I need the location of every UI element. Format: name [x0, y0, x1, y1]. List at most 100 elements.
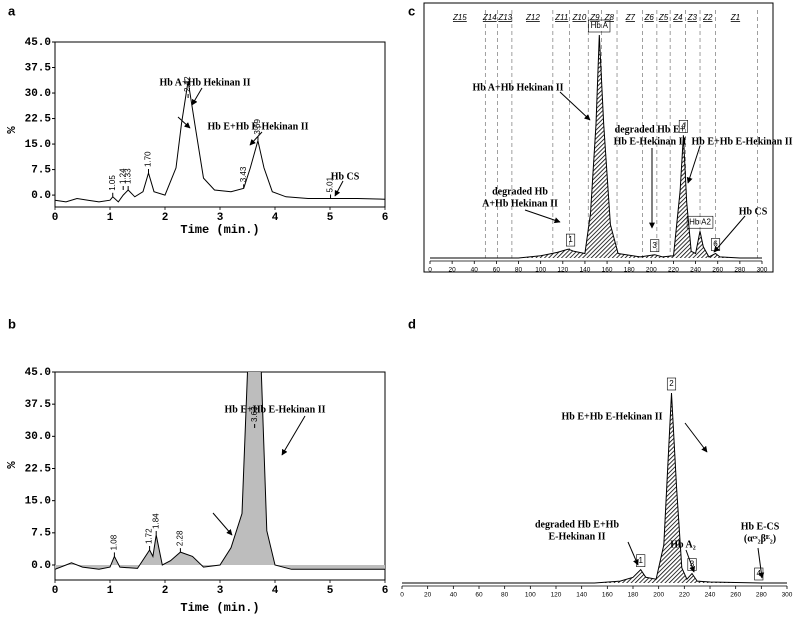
- y-tick-label: 7.5: [31, 164, 51, 176]
- x-tick-label: 5: [327, 212, 334, 224]
- peak-label-box: [566, 233, 576, 247]
- peak-label: 2.28: [176, 530, 185, 546]
- trace: [55, 372, 385, 570]
- arrow: [212, 512, 233, 536]
- panel-letter: b: [8, 316, 16, 331]
- x-tick-label: 4: [272, 212, 279, 224]
- x-tick-label: 240: [705, 592, 716, 599]
- y-tick-label: 22.5: [25, 113, 52, 125]
- annotation: Hb E+Hb E-Hekinan II: [561, 411, 662, 422]
- annotation: Hb A+Hb Hekinan II: [472, 82, 563, 93]
- zone-label: Z2: [702, 13, 713, 22]
- x-tick-label: 6: [382, 585, 389, 597]
- arrow: [191, 87, 203, 106]
- peak-label: Hb A: [591, 21, 609, 30]
- peak-label: 4: [681, 121, 686, 130]
- zone-label: Z6: [643, 13, 654, 22]
- zone-label: Z12: [525, 13, 540, 22]
- zone-label: Z9: [589, 13, 600, 22]
- zone-label: Z14: [482, 13, 497, 22]
- x-tick-label: 40: [450, 592, 458, 599]
- x-tick-label: 140: [576, 592, 587, 599]
- y-tick-label: 7.5: [31, 528, 51, 540]
- y-tick-label: 15.0: [25, 139, 51, 151]
- arrow: [685, 549, 695, 573]
- y-tick-label: 37.5: [25, 399, 52, 411]
- peak-label: 1.33: [123, 168, 132, 184]
- zone-label: Z10: [572, 13, 587, 22]
- peak-label: 1: [568, 235, 573, 244]
- annotation: Hb E-CS: [741, 521, 780, 532]
- peak-label: 1: [638, 556, 643, 565]
- y-axis-label: %: [5, 461, 19, 469]
- x-tick-label: 180: [628, 592, 639, 599]
- x-tick-label: 260: [712, 267, 723, 274]
- arrow: [524, 209, 561, 224]
- x-tick-label: 100: [535, 267, 546, 274]
- y-tick-label: 0.0: [31, 560, 51, 572]
- trace: [402, 392, 787, 584]
- plot-frame: [54, 371, 386, 581]
- arrow: [627, 541, 639, 566]
- zone-label: Z5: [658, 13, 669, 22]
- x-tick-label: 3: [217, 212, 224, 224]
- x-tick-label: 300: [757, 267, 768, 274]
- x-tick-label: 100: [525, 592, 536, 599]
- peak-label-box: [686, 215, 714, 229]
- x-tick-label: 5: [327, 585, 334, 597]
- peak-label: 1.72: [145, 528, 154, 544]
- y-axis-label: %: [5, 126, 19, 134]
- peak-label: Hb A2: [689, 217, 711, 226]
- peak-label: 2.42: [183, 76, 192, 92]
- y-tick-label: 30.0: [25, 88, 51, 100]
- peak-label-box: [666, 377, 677, 391]
- x-tick-label: 80: [515, 267, 523, 274]
- y-tick-label: 0.0: [31, 190, 51, 202]
- x-tick-label: 200: [653, 592, 664, 599]
- x-tick-label: 240: [690, 267, 701, 274]
- zone-label: Z4: [672, 13, 683, 22]
- annotation: Hb CS: [331, 171, 360, 182]
- x-tick-label: 1: [107, 212, 114, 224]
- peak-label: 3: [652, 241, 657, 250]
- zone-label: Z13: [497, 13, 512, 22]
- arrow: [757, 547, 765, 579]
- x-axis-label: Time (min.): [180, 223, 259, 237]
- arrow: [686, 145, 701, 184]
- peak-label-box: [678, 120, 688, 133]
- peak-label: 1.24: [118, 168, 127, 184]
- zone-label: Z3: [687, 13, 698, 22]
- x-tick-label: 1: [107, 585, 114, 597]
- x-tick-label: 160: [602, 267, 613, 274]
- x-tick-label: 120: [551, 592, 562, 599]
- y-tick-label: 45.0: [25, 37, 51, 49]
- y-tick-label: 45.0: [25, 367, 51, 379]
- x-tick-label: 220: [668, 267, 679, 274]
- peak-label: 3: [690, 560, 695, 569]
- annotation: degraded Hb E+Hb: [535, 519, 619, 530]
- annotation: (αᶜˢ₂βᴱ₂): [744, 533, 776, 544]
- panel-letter: a: [8, 3, 16, 18]
- x-tick-label: 280: [734, 267, 745, 274]
- annotation: Hb E-Hekinan II: [614, 136, 687, 147]
- x-tick-label: 220: [679, 592, 690, 599]
- arrow: [684, 422, 708, 453]
- x-tick-label: 0: [52, 585, 59, 597]
- trace: [54, 81, 386, 203]
- x-tick-label: 0: [400, 592, 404, 599]
- x-tick-label: 0: [52, 212, 59, 224]
- annotation: Hb E+Hb E-Hekinan II: [224, 404, 325, 415]
- annotation: Hb E+Hb E-Hekinan II: [207, 121, 308, 132]
- x-tick-label: 80: [501, 592, 509, 599]
- trace: [430, 34, 762, 259]
- zone-label: Z7: [625, 13, 636, 22]
- panel-frame: [423, 2, 774, 273]
- zone-label: Z11: [554, 13, 568, 22]
- x-tick-label: 4: [272, 585, 279, 597]
- annotation: Hb E+Hb E-Hekinan II: [691, 136, 792, 147]
- x-tick-label: 20: [424, 592, 432, 599]
- x-tick-label: 120: [557, 267, 568, 274]
- x-tick-label: 60: [493, 267, 501, 274]
- annotation: Hb A+Hb Hekinan II: [159, 77, 250, 88]
